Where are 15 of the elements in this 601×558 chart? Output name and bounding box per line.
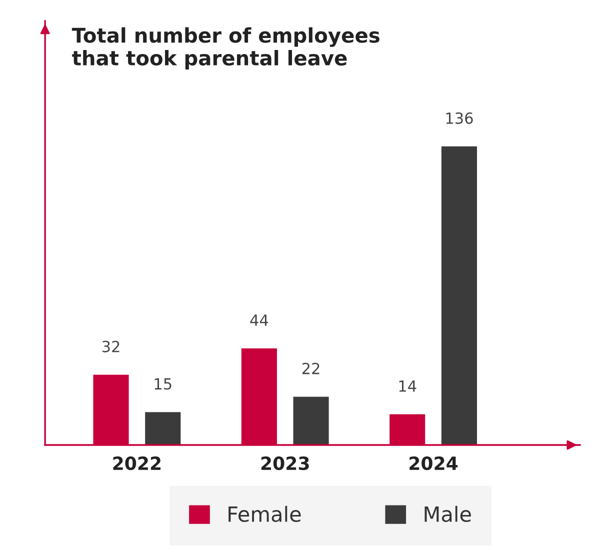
data-label: 136 bbox=[446, 112, 473, 124]
data-label: 15 bbox=[154, 378, 172, 390]
bar bbox=[441, 146, 477, 446]
data-label: 22 bbox=[302, 362, 320, 374]
data-label: 32 bbox=[102, 340, 120, 352]
x-tick-label: 2023 bbox=[261, 456, 309, 470]
x-tick-label: 2024 bbox=[410, 456, 458, 470]
x-tick-label: 2022 bbox=[113, 456, 160, 470]
legend-label: Female bbox=[228, 506, 301, 522]
bar bbox=[145, 412, 181, 446]
bar bbox=[293, 396, 329, 446]
data-label: 44 bbox=[250, 314, 268, 326]
chart-title: Total number of employees that took parental leave bbox=[72, 27, 380, 70]
legend-label: Male bbox=[424, 506, 471, 522]
data-label: 14 bbox=[399, 380, 416, 392]
